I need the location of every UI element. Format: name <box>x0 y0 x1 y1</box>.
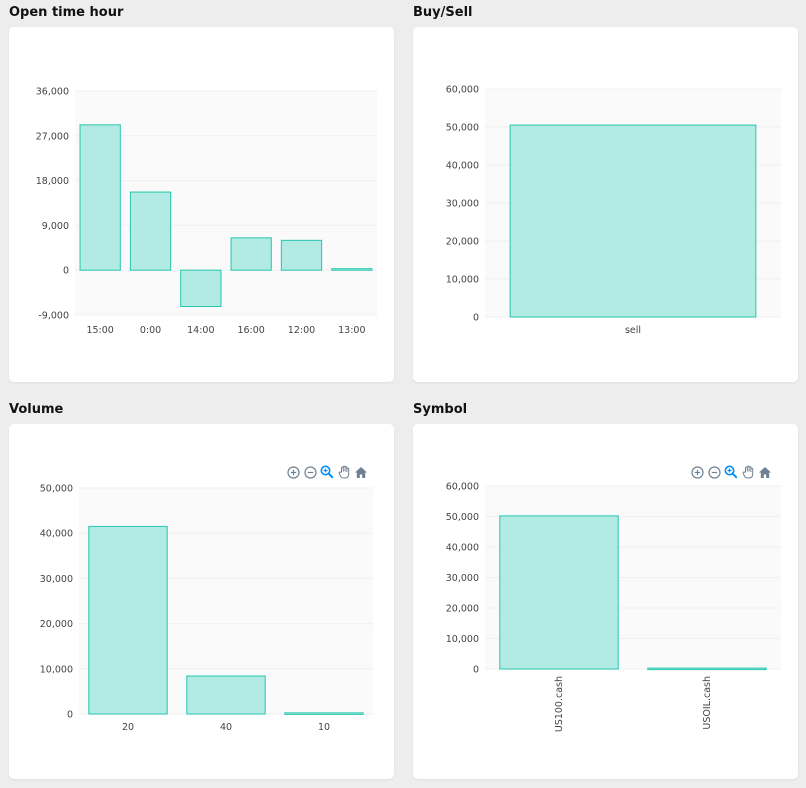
pan-hand-icon[interactable] <box>337 465 351 479</box>
y-tick-label: 9,000 <box>42 221 69 232</box>
bar-40[interactable] <box>186 675 266 715</box>
chart-card-buy-sell: 60,000 50,000 40,000 30,000 20,000 10,000 0 sel… <box>413 27 798 382</box>
y-tick-label: 40,000 <box>446 161 479 172</box>
chart-volume: 50,000 40,000 30,000 20,000 10,000 0 20 40 10 <box>40 484 373 733</box>
y-tick-label: 10,000 <box>40 664 73 675</box>
chart-card-symbol: 60,000 50,000 40,000 30,000 20,000 10,000 0 US1… <box>413 424 798 779</box>
x-tick-label: 14:00 <box>187 325 214 336</box>
y-tick-label: 20,000 <box>40 619 73 630</box>
y-tick-label: 10,000 <box>446 275 479 286</box>
y-tick-label: 30,000 <box>446 199 479 210</box>
y-tick-label: 60,000 <box>446 482 479 493</box>
x-tick-label: 15:00 <box>86 325 113 336</box>
bar-10[interactable] <box>284 712 364 715</box>
x-tick-label: 10 <box>318 722 330 733</box>
zoom-in-icon[interactable] <box>690 465 704 479</box>
bar-0-00[interactable] <box>129 191 172 271</box>
y-tick-label: 50,000 <box>446 123 479 134</box>
panel-title-buy-sell: Buy/Sell <box>413 5 473 20</box>
y-tick-label: -9,000 <box>38 311 69 322</box>
y-tick-label: 0 <box>473 665 479 676</box>
bar-us100-cash[interactable] <box>499 515 619 670</box>
bar-13-00[interactable] <box>331 268 373 271</box>
y-tick-label: 36,000 <box>36 87 69 98</box>
y-tick-label: 50,000 <box>446 512 479 523</box>
reset-home-icon[interactable] <box>758 465 772 479</box>
x-tick-label: 13:00 <box>338 325 365 336</box>
zoom-out-icon[interactable] <box>707 465 721 479</box>
panel-title-open-time-hour: Open time hour <box>9 5 124 20</box>
x-tick-label: 0:00 <box>140 325 161 336</box>
chart-open-time-hour: 36,000 27,000 18,000 9,000 0 -9,000 15:00 0:00 1… <box>36 87 377 336</box>
x-tick-label: 16:00 <box>237 325 264 336</box>
bar-usoil-cash[interactable] <box>647 667 767 671</box>
plot-area <box>75 91 377 315</box>
y-tick-label: 40,000 <box>446 543 479 554</box>
bar-sell[interactable] <box>509 124 757 318</box>
chart-toolbar <box>690 465 772 479</box>
x-tick-label: 12:00 <box>288 325 315 336</box>
reset-home-icon[interactable] <box>354 465 368 479</box>
y-tick-label: 40,000 <box>40 529 73 540</box>
x-tick-label: USOIL.cash <box>702 676 713 730</box>
zoom-in-icon[interactable] <box>286 465 300 479</box>
y-tick-label: 0 <box>63 266 69 277</box>
bar-20[interactable] <box>88 525 168 715</box>
bar-16-00[interactable] <box>230 237 272 271</box>
y-tick-label: 30,000 <box>446 573 479 584</box>
panel-title-volume: Volume <box>9 402 64 417</box>
y-tick-label: 27,000 <box>36 131 69 142</box>
y-tick-label: 20,000 <box>446 604 479 615</box>
bar-15-00[interactable] <box>79 124 121 271</box>
chart-buy-sell: 60,000 50,000 40,000 30,000 20,000 10,000 0 sel… <box>446 85 781 336</box>
y-tick-label: 30,000 <box>40 574 73 585</box>
chart-card-open-time-hour: 36,000 27,000 18,000 9,000 0 -9,000 15:00 0:00 1… <box>9 27 394 382</box>
y-tick-label: 0 <box>67 710 73 721</box>
chart-toolbar <box>286 465 368 479</box>
x-tick-label: sell <box>625 325 641 336</box>
y-tick-label: 10,000 <box>446 634 479 645</box>
x-tick-label: 20 <box>122 722 134 733</box>
chart-symbol: 60,000 50,000 40,000 30,000 20,000 10,000 0 US1… <box>446 482 781 732</box>
pan-hand-icon[interactable] <box>741 465 755 479</box>
y-tick-label: 0 <box>473 313 479 324</box>
y-tick-label: 60,000 <box>446 85 479 96</box>
y-tick-label: 50,000 <box>40 484 73 495</box>
y-tick-label: 20,000 <box>446 237 479 248</box>
zoom-selection-icon[interactable] <box>724 465 738 479</box>
panel-title-symbol: Symbol <box>413 402 468 417</box>
chart-card-volume: 50,000 40,000 30,000 20,000 10,000 0 20 40 10 <box>9 424 394 779</box>
y-tick-label: 18,000 <box>36 176 69 187</box>
bar-14-00[interactable] <box>180 269 222 308</box>
x-tick-label: 40 <box>220 722 232 733</box>
bar-12-00[interactable] <box>280 239 323 271</box>
zoom-out-icon[interactable] <box>303 465 317 479</box>
x-tick-label: US100.cash <box>554 676 565 732</box>
zoom-selection-icon[interactable] <box>320 465 334 479</box>
